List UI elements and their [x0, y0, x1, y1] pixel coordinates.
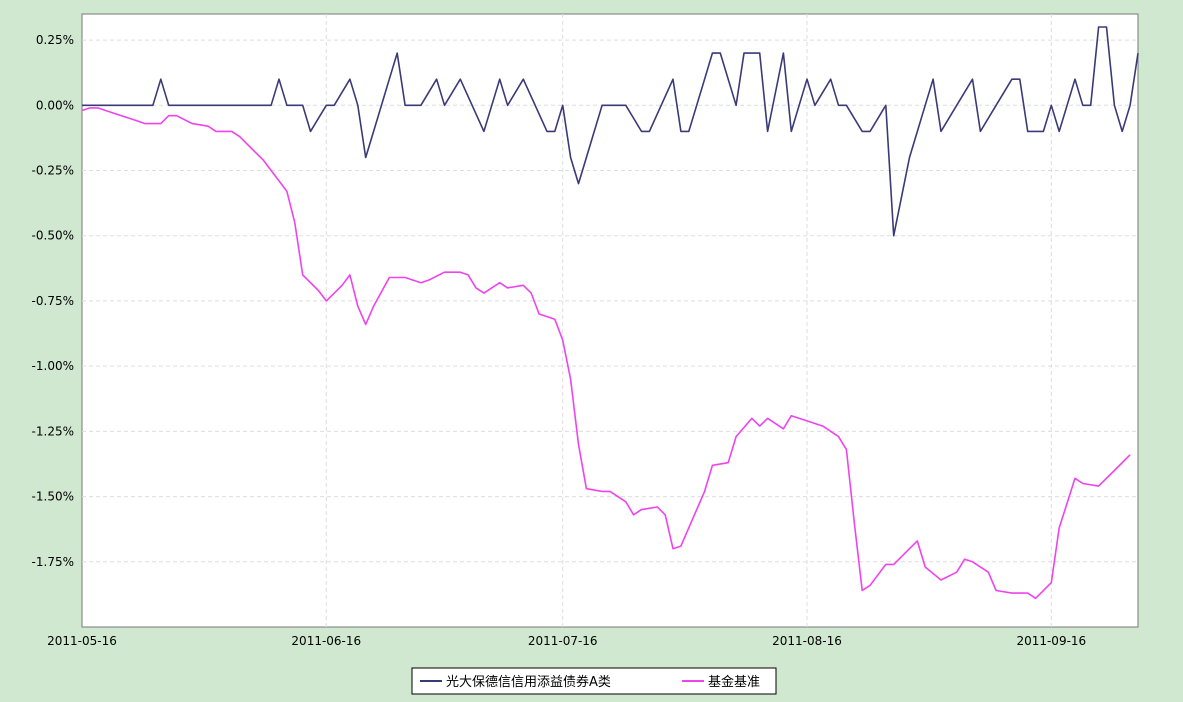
x-tick-label: 2011-07-16: [528, 634, 598, 648]
y-tick-label: 0.00%: [36, 98, 74, 112]
x-tick-label: 2011-05-16: [47, 634, 117, 648]
y-tick-label: -1.25%: [32, 424, 74, 438]
y-tick-label: -0.75%: [32, 294, 74, 308]
y-tick-label: -0.50%: [32, 229, 74, 243]
x-tick-label: 2011-08-16: [772, 634, 842, 648]
y-tick-label: -0.25%: [32, 164, 74, 178]
y-tick-label: -1.50%: [32, 490, 74, 504]
y-axis: 0.25% 0.00% -0.25% -0.50% -0.75% -1.00% -1.25%…: [32, 33, 74, 569]
legend: 光大保德信信用添益债券A类 基金基准: [412, 668, 776, 694]
legend-label-benchmark: 基金基准: [708, 674, 760, 690]
legend-label-fund: 光大保德信信用添益债券A类: [446, 674, 611, 690]
x-axis: 2011-05-16 2011-06-16 2011-07-16 2011-08-16…: [47, 634, 1086, 648]
y-tick-label: -1.75%: [32, 555, 74, 569]
y-tick-label: 0.25%: [36, 33, 74, 47]
y-tick-label: -1.00%: [32, 359, 74, 373]
x-tick-label: 2011-09-16: [1016, 634, 1086, 648]
x-tick-label: 2011-06-16: [291, 634, 361, 648]
